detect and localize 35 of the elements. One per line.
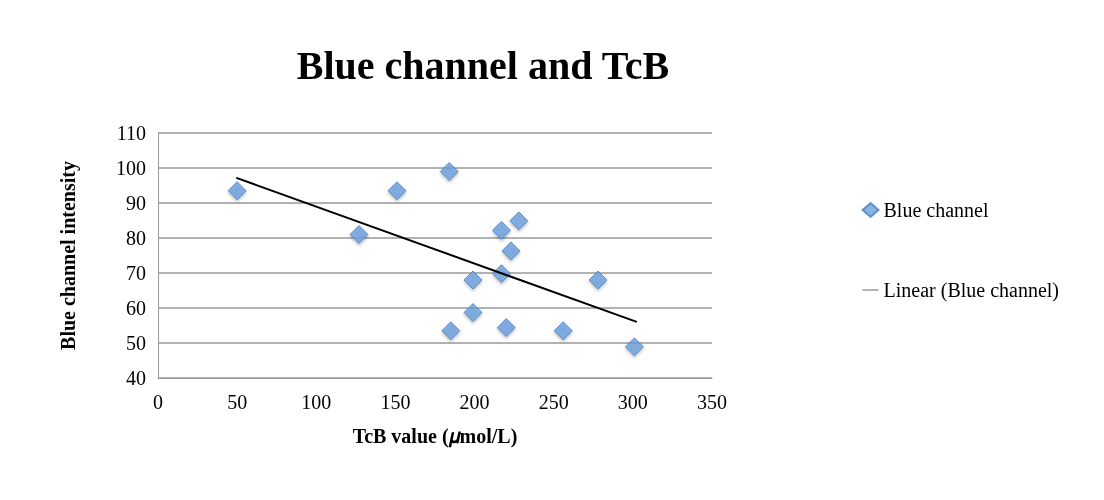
point bbox=[227, 181, 247, 201]
chart-title: Blue channel and TcB bbox=[296, 42, 670, 88]
y-tick-label: 80 bbox=[126, 227, 146, 249]
x-tick-label: 300 bbox=[617, 391, 648, 413]
point bbox=[509, 211, 529, 231]
point bbox=[496, 318, 516, 338]
y-tick-label: 100 bbox=[116, 157, 146, 179]
x-tick-label: 250 bbox=[538, 391, 569, 413]
y-axis-title: Blue channel intensity bbox=[57, 161, 80, 350]
point bbox=[463, 270, 483, 290]
x-tick-label: 150 bbox=[380, 391, 411, 413]
point bbox=[501, 241, 521, 261]
x-tick-label: 0 bbox=[153, 391, 163, 413]
y-tick-label: 70 bbox=[126, 262, 146, 284]
y-tick-label: 90 bbox=[126, 192, 146, 214]
point bbox=[624, 337, 644, 357]
y-tick-label: 40 bbox=[126, 367, 146, 389]
x-tick-label: 350 bbox=[697, 391, 727, 413]
y-tick-label: 50 bbox=[126, 332, 146, 354]
point bbox=[491, 220, 511, 240]
point bbox=[441, 321, 461, 341]
y-tick-label: 60 bbox=[126, 297, 146, 319]
x-axis-title: TcB value (𝜇mol/L) bbox=[352, 425, 518, 448]
x-tick-label: 200 bbox=[459, 391, 490, 413]
point bbox=[463, 303, 483, 323]
point bbox=[439, 162, 459, 181]
legend-label: Linear (Blue channel) bbox=[883, 279, 1059, 302]
y-tick-label: 110 bbox=[116, 122, 146, 144]
point bbox=[553, 321, 573, 341]
point bbox=[387, 181, 407, 201]
point bbox=[588, 270, 608, 290]
x-tick-label: 50 bbox=[227, 391, 248, 413]
x-tick-label: 100 bbox=[301, 391, 332, 413]
point bbox=[349, 225, 369, 244]
legend-label: Blue channel bbox=[883, 199, 989, 221]
